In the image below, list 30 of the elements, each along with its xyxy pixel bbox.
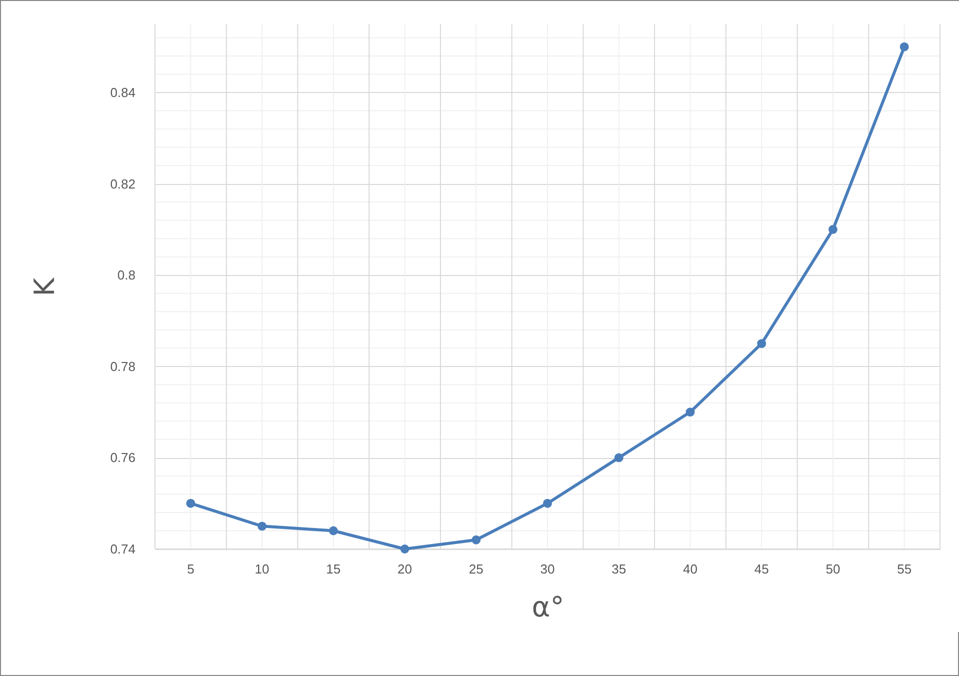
x-tick-label: 35 <box>612 562 626 576</box>
point <box>900 42 909 52</box>
x-tick-label: 45 <box>754 562 769 576</box>
point <box>543 498 552 508</box>
point <box>472 535 481 544</box>
x-axis-title: α° <box>532 590 564 624</box>
x-tick-label: 40 <box>682 562 698 576</box>
y-tick-label: 0.84 <box>110 84 136 100</box>
point <box>686 408 695 417</box>
x-tick-label: 25 <box>468 562 484 576</box>
point <box>328 526 338 536</box>
point <box>757 339 766 348</box>
y-tick-label: 0.78 <box>110 358 136 374</box>
x-tick-label: 15 <box>326 562 341 576</box>
point <box>186 498 196 508</box>
x-tick-label: 20 <box>398 562 412 576</box>
x-tick-label: 30 <box>540 562 555 576</box>
y-tick-label: 0.74 <box>110 542 136 556</box>
x-tick-label: 55 <box>897 562 912 576</box>
y-tick-label: 0.8 <box>117 268 136 283</box>
y-tick-label: 0.82 <box>110 176 136 192</box>
y-axis-title: K <box>28 277 62 296</box>
x-tick-label: 50 <box>826 562 840 576</box>
point <box>614 453 624 462</box>
point <box>828 224 838 234</box>
x-tick-label: 10 <box>254 562 270 576</box>
point <box>258 522 267 531</box>
point <box>400 544 410 554</box>
x-tick-label: 5 <box>187 562 194 576</box>
y-tick-label: 0.76 <box>110 450 136 466</box>
